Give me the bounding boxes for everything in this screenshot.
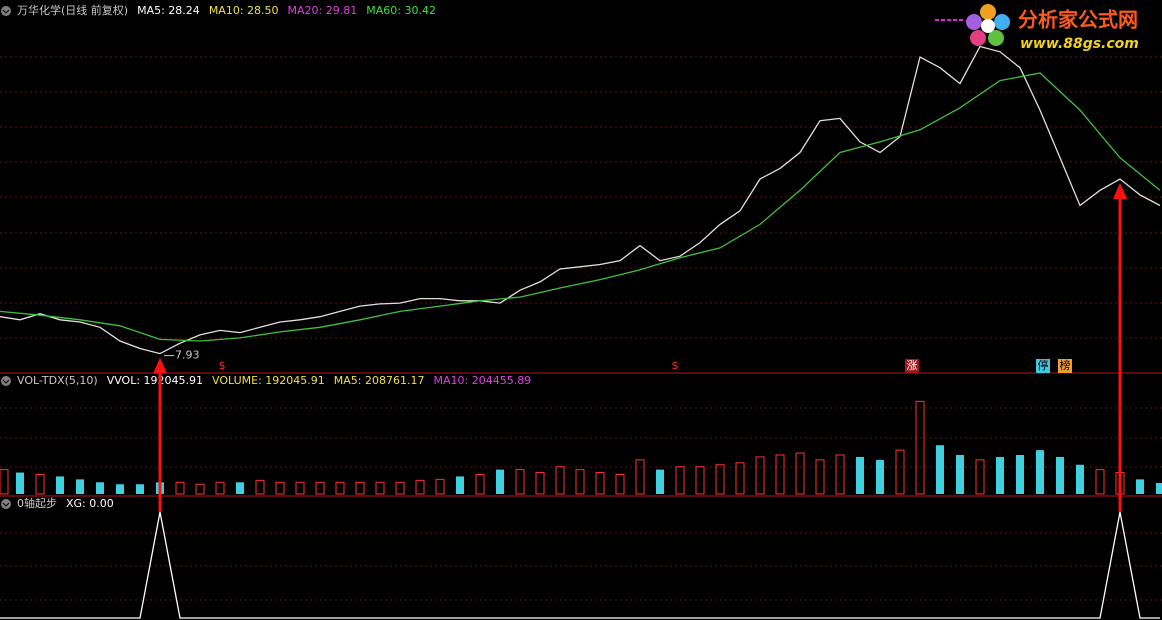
logo: 分析家公式网 www.88gs.com <box>935 4 1139 52</box>
volume-bar <box>755 456 765 495</box>
legend-entry: XG: 0.00 <box>66 497 114 510</box>
volume-bar <box>375 481 385 495</box>
volume-bar <box>1056 456 1064 494</box>
volume-bar <box>595 472 605 495</box>
marker: 涨 <box>907 359 918 372</box>
panel-menu-chevron <box>2 502 10 507</box>
volume-bar <box>1156 482 1162 494</box>
volume-bar <box>335 481 345 495</box>
series-line <box>0 72 1161 342</box>
volume-bar <box>456 476 464 494</box>
logo-url: www.88gs.com <box>1020 36 1139 52</box>
marker: 榜 <box>1060 358 1071 372</box>
volume-bar <box>1136 479 1144 494</box>
volume-bar <box>1095 469 1105 495</box>
volume-bar <box>435 478 445 495</box>
volume-bar <box>415 479 425 495</box>
volume-bar <box>515 469 525 495</box>
legend-entry: 万华化学(日线 前复权) <box>17 3 128 17</box>
volume-bar <box>175 481 185 495</box>
volume-bar <box>76 479 84 494</box>
volume-bar <box>16 472 24 494</box>
legend-entry: 0轴起步 <box>17 496 57 510</box>
volume-bar <box>295 481 305 495</box>
legend-entry: MA5: 208761.17 <box>334 374 425 387</box>
volume-bar <box>915 400 925 495</box>
panel-legend: VOL-TDX(5,10) VVOL: 192045.91 VOLUME: 1920… <box>17 374 531 387</box>
volume-bar <box>575 469 585 495</box>
volume-bar <box>856 456 864 494</box>
volume-bar <box>1076 464 1084 494</box>
series-line <box>0 45 1161 355</box>
panel-menu-icon <box>1 376 11 386</box>
volume-bar <box>876 459 884 494</box>
signal-arrowhead <box>153 357 167 374</box>
signal-arrowhead <box>1113 182 1127 199</box>
volume-bar <box>675 466 685 495</box>
marker: $ <box>672 359 679 372</box>
marker-bg <box>1058 359 1072 373</box>
volume-bar <box>715 464 725 495</box>
volume-bar <box>0 469 9 495</box>
volume-bar <box>35 473 45 495</box>
volume-bar <box>195 483 205 495</box>
volume-bar <box>975 459 985 495</box>
volume-bar <box>735 462 745 495</box>
volume-bar <box>795 452 805 495</box>
volume-bar <box>355 481 365 495</box>
volume-bar <box>1016 454 1024 494</box>
volume-bar <box>275 481 285 495</box>
panel-menu-icon <box>1 499 11 509</box>
volume-bar <box>895 449 905 495</box>
marker: $ <box>219 359 226 372</box>
volume-bar <box>656 469 664 494</box>
legend-entry: VOL-TDX(5,10) <box>17 374 98 387</box>
panel-menu-chevron <box>2 379 10 384</box>
volume-bar <box>1036 450 1044 494</box>
legend-entry: VOLUME: 192045.91 <box>212 374 325 387</box>
legend-entry: MA10: 204455.89 <box>433 374 531 387</box>
volume-bar <box>215 481 225 495</box>
series-line <box>0 511 1160 619</box>
volume-bar <box>395 481 405 495</box>
volume-bar <box>116 484 124 494</box>
legend-entry: MA5: 28.24 <box>137 4 200 17</box>
volume-bar <box>956 454 964 494</box>
marker-bg <box>1036 359 1050 373</box>
panel-legend: 0轴起步 XG: 0.00 <box>17 496 114 510</box>
legend-entry: MA20: 29.81 <box>288 4 358 17</box>
legend-entry: VVOL: 192045.91 <box>107 374 203 387</box>
volume-bar <box>695 466 705 495</box>
volume-bar <box>936 445 944 494</box>
volume-bar <box>56 476 64 494</box>
volume-bar <box>315 481 325 495</box>
volume-bar <box>96 482 104 494</box>
volume-bar <box>835 454 845 495</box>
grid <box>0 56 1162 601</box>
panel-legend: 万华化学(日线 前复权) MA5: 28.24 MA10: 28.50 MA20: 2… <box>17 3 436 17</box>
volume-bar <box>775 454 785 495</box>
annotation: 7.93 <box>175 349 200 362</box>
volume-bar <box>475 473 485 495</box>
logo-title: 分析家公式网 <box>1018 8 1138 32</box>
panel-menu-icon <box>1 6 11 16</box>
marker: 停 <box>1038 358 1049 372</box>
volume-bar <box>496 469 504 494</box>
volume-bar <box>635 459 645 495</box>
marker-bg <box>905 359 919 373</box>
legend-entry: MA60: 30.42 <box>366 4 436 17</box>
volume-bar <box>136 484 144 494</box>
volume-bar <box>615 473 625 495</box>
volume-bar <box>815 459 825 495</box>
volume-bar <box>236 482 244 494</box>
volume-bar <box>555 466 565 495</box>
volume-bar <box>535 472 545 495</box>
volume-bar <box>996 456 1004 494</box>
panel-menu-chevron <box>2 9 10 14</box>
volume-bar <box>255 479 265 495</box>
legend-entry: MA10: 28.50 <box>209 4 279 17</box>
